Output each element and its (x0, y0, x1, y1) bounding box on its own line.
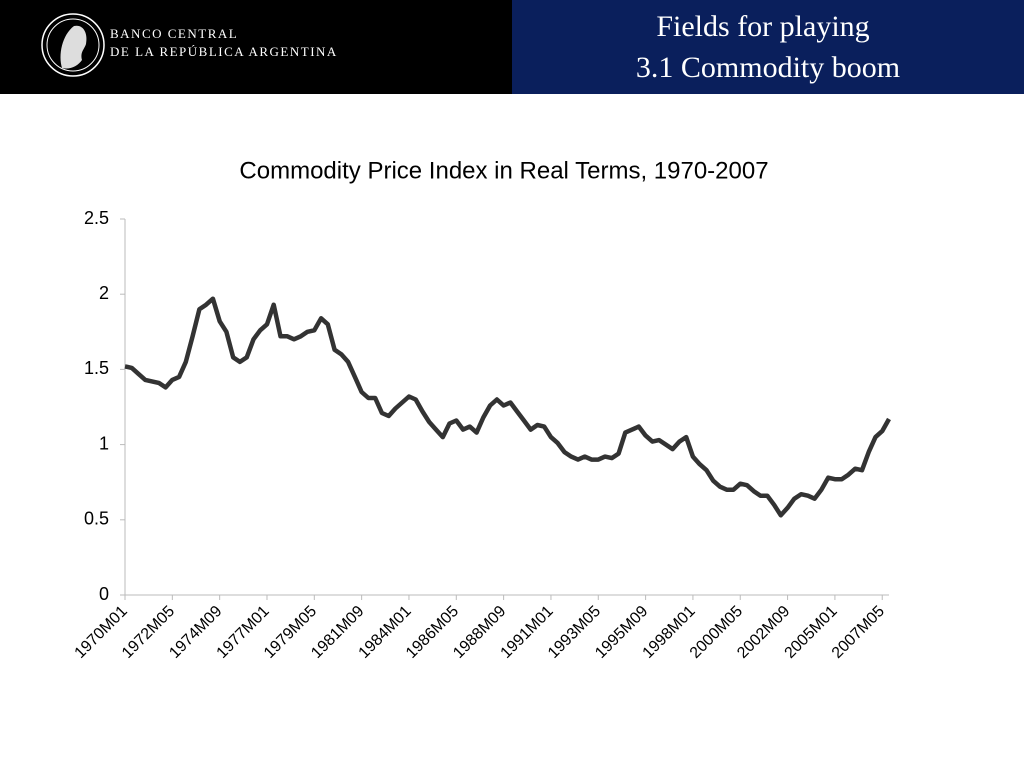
chart: Commodity Price Index in Real Terms, 197… (72, 157, 891, 662)
chart-title: Commodity Price Index in Real Terms, 197… (239, 157, 768, 184)
bank-name: BANCO CENTRAL (110, 26, 238, 41)
data-line (124, 296, 891, 518)
y-tick-label: 2 (99, 283, 109, 303)
bank-name: DE LA REPÚBLICA ARGENTINA (110, 44, 338, 59)
y-tick-label: 1.5 (84, 358, 109, 378)
y-tick-label: 0 (99, 584, 109, 604)
header-left (0, 0, 512, 94)
slide-title: Fields for playing (656, 10, 869, 43)
logo-inner (46, 18, 100, 72)
x-tick-label: 2007M05 (829, 603, 888, 662)
logo (41, 13, 105, 77)
slide-title: 3.1 Commodity boom (636, 51, 900, 84)
y-tick-label: 0.5 (84, 509, 109, 529)
header-right (512, 0, 1024, 94)
y-tick-label: 2.5 (84, 208, 109, 228)
logo-profile (60, 25, 87, 69)
y-tick-label: 1 (99, 433, 109, 453)
